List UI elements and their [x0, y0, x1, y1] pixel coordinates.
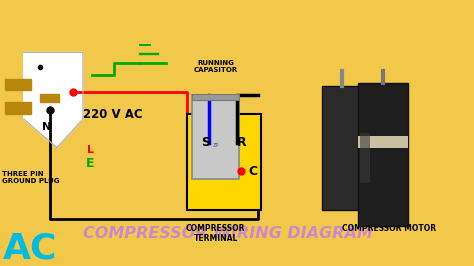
Bar — [192, 94, 239, 100]
Text: R: R — [237, 136, 246, 149]
Text: S: S — [201, 136, 210, 149]
Text: THREE PIN
GROUND PLUG: THREE PIN GROUND PLUG — [2, 172, 60, 184]
Text: L: L — [87, 145, 93, 155]
Bar — [322, 86, 363, 210]
Text: COMPRESSOR WIRING DIAGRAM: COMPRESSOR WIRING DIAGRAM — [83, 226, 373, 241]
Bar — [5, 78, 31, 90]
Bar — [360, 133, 370, 183]
Bar — [192, 95, 239, 178]
Text: 220 V AC: 220 V AC — [83, 108, 143, 121]
Bar — [358, 136, 408, 148]
Bar — [40, 94, 59, 102]
Polygon shape — [24, 52, 83, 148]
Bar — [5, 102, 31, 114]
Text: COMPRESSOR MOTOR: COMPRESSOR MOTOR — [342, 224, 436, 233]
Text: C: C — [249, 165, 258, 178]
Text: RUNNING
CAPASITOR: RUNNING CAPASITOR — [193, 60, 238, 73]
Text: N: N — [42, 122, 51, 132]
Bar — [187, 114, 261, 210]
Text: AC: AC — [2, 231, 57, 265]
Bar — [358, 83, 408, 226]
Text: ZP: ZP — [212, 143, 219, 148]
Text: E: E — [86, 157, 94, 170]
Text: COMPRESSOR
TERMINAL: COMPRESSOR TERMINAL — [186, 224, 246, 243]
